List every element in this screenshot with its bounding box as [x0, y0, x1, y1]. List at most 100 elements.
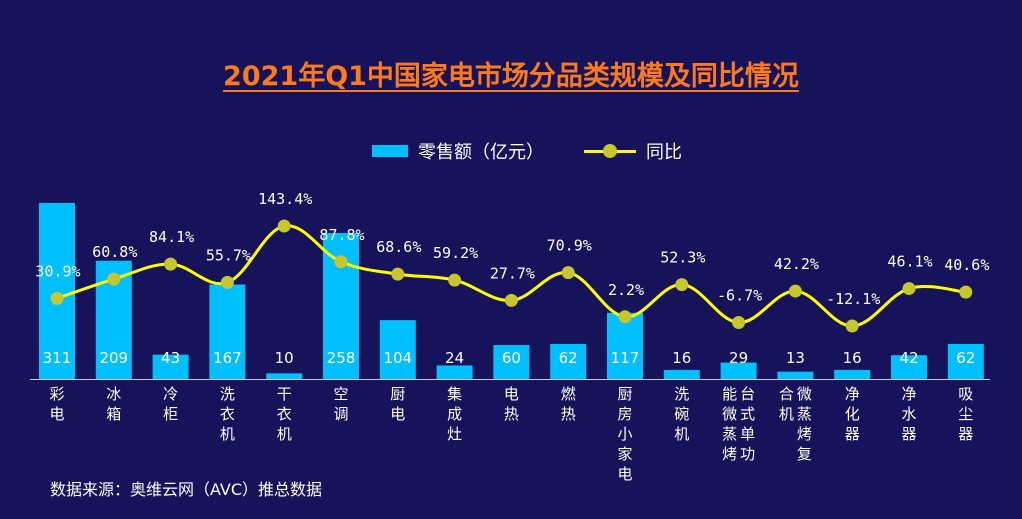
category-label-10-0-0: 厨	[617, 385, 632, 403]
bar-value-label-9: 62	[559, 349, 578, 367]
category-label-12-1-0: 台	[740, 385, 755, 403]
category-label-7-0-1: 成	[447, 405, 462, 423]
category-label-4-0-1: 衣	[277, 405, 292, 423]
bar-value-label-16: 62	[956, 349, 975, 367]
category-label-1-0-0: 冰	[106, 385, 121, 403]
category-label-12-0-2: 蒸	[722, 425, 737, 443]
yoy-marker-4	[277, 219, 291, 233]
category-label-13-1-2: 烤	[797, 425, 812, 443]
category-label-13-1-1: 蒸	[797, 405, 812, 423]
category-label-12-1-3: 功	[740, 445, 755, 463]
category-label-16-0-2: 器	[958, 425, 973, 443]
category-label-13-0-0: 合	[779, 385, 794, 403]
category-label-10-0-1: 房	[617, 405, 632, 423]
yoy-value-label-0: 30.9%	[35, 262, 80, 280]
yoy-marker-7	[448, 273, 462, 287]
category-label-3-0-1: 衣	[220, 405, 235, 423]
yoy-value-label-16: 40.6%	[944, 256, 989, 274]
category-label-1-0-1: 箱	[106, 405, 121, 423]
category-label-4-0-2: 机	[277, 425, 292, 443]
category-label-16-0-0: 吸	[958, 385, 973, 403]
yoy-value-label-2: 84.1%	[149, 228, 194, 246]
category-label-4-0-0: 干	[277, 385, 292, 403]
bar-value-label-8: 60	[502, 349, 521, 367]
category-label-6-0-0: 厨	[390, 385, 405, 403]
yoy-value-label-6: 68.6%	[376, 238, 421, 256]
yoy-marker-6	[391, 267, 405, 281]
chart-title: 2021年Q1中国家电市场分品类规模及同比情况	[223, 61, 799, 92]
bar-2	[152, 354, 189, 379]
bar-8	[493, 345, 530, 379]
category-label-13-1-3: 复	[797, 445, 812, 463]
bar-3	[209, 284, 246, 379]
bar-value-label-4: 10	[275, 349, 294, 367]
category-label-11-0-0: 洗	[674, 385, 689, 403]
category-label-12-0-0: 能	[722, 385, 737, 403]
category-label-11-0-1: 碗	[674, 405, 689, 423]
category-label-3-0-0: 洗	[220, 385, 235, 403]
bar-11	[663, 369, 700, 379]
bar-4	[266, 373, 303, 379]
bar-value-label-15: 42	[899, 349, 918, 367]
category-label-7-0-2: 灶	[447, 425, 462, 443]
bar-9	[550, 343, 587, 379]
category-label-0-0-1: 电	[49, 405, 64, 423]
bar-value-label-12: 29	[729, 349, 748, 367]
yoy-value-label-4: 143.4%	[258, 190, 312, 208]
yoy-value-label-8: 27.7%	[490, 264, 535, 282]
category-label-2-0-1: 柜	[163, 405, 178, 423]
bar-value-label-0: 311	[43, 349, 72, 367]
category-label-10-0-4: 电	[617, 465, 632, 483]
yoy-marker-15	[902, 282, 916, 296]
legend-line-swatch	[584, 144, 636, 158]
category-label-16-0-1: 尘	[958, 405, 973, 423]
bar-13	[777, 371, 814, 379]
yoy-value-label-7: 59.2%	[433, 244, 478, 262]
category-label-12-1-2: 单	[740, 425, 755, 443]
bar-value-label-13: 13	[786, 349, 805, 367]
legend-item-line: 同比	[584, 138, 682, 164]
yoy-value-label-12: -6.7%	[717, 287, 762, 305]
chart-legend: 零售额（亿元） 同比	[372, 138, 682, 164]
category-label-13-0-1: 机	[779, 405, 794, 423]
yoy-marker-0	[50, 291, 64, 305]
yoy-value-label-14: -12.1%	[826, 290, 880, 308]
yoy-value-label-3: 55.7%	[206, 246, 251, 264]
bar-value-label-10: 117	[611, 349, 640, 367]
category-label-13-1-0: 微	[797, 385, 812, 403]
bar-7	[436, 365, 473, 379]
bar-value-label-6: 104	[383, 349, 412, 367]
yoy-marker-8	[504, 293, 518, 307]
bar-15	[891, 355, 927, 379]
yoy-marker-1	[107, 272, 121, 286]
bar-value-label-3: 167	[213, 349, 242, 367]
bar-12	[720, 362, 757, 379]
category-label-0-0-0: 彩	[49, 385, 64, 403]
category-label-9-0-1: 热	[561, 405, 576, 423]
yoy-marker-5	[334, 255, 348, 269]
yoy-marker-10	[618, 310, 632, 324]
yoy-value-label-5: 87.8%	[319, 226, 364, 244]
yoy-marker-3	[220, 275, 234, 289]
bar-value-label-7: 24	[445, 349, 464, 367]
yoy-marker-14	[845, 319, 859, 333]
category-label-15-0-2: 器	[901, 425, 916, 443]
yoy-marker-9	[561, 266, 575, 280]
bar-6	[379, 320, 416, 379]
bar-value-label-5: 258	[327, 349, 356, 367]
bar-14	[834, 369, 871, 379]
yoy-value-label-1: 60.8%	[92, 243, 137, 261]
category-label-7-0-0: 集	[447, 385, 462, 403]
bar-16	[947, 343, 984, 379]
yoy-marker-2	[164, 257, 178, 271]
bar-value-label-2: 43	[161, 349, 180, 367]
legend-bar-label: 零售额（亿元）	[418, 142, 544, 163]
category-label-10-0-2: 小	[617, 425, 632, 443]
bar-10	[607, 312, 643, 379]
category-label-15-0-1: 水	[901, 405, 916, 423]
category-label-12-0-1: 微	[722, 405, 737, 423]
category-label-8-0-1: 热	[504, 405, 519, 423]
bar-value-label-11: 16	[672, 349, 691, 367]
category-label-14-0-1: 化	[845, 405, 860, 423]
